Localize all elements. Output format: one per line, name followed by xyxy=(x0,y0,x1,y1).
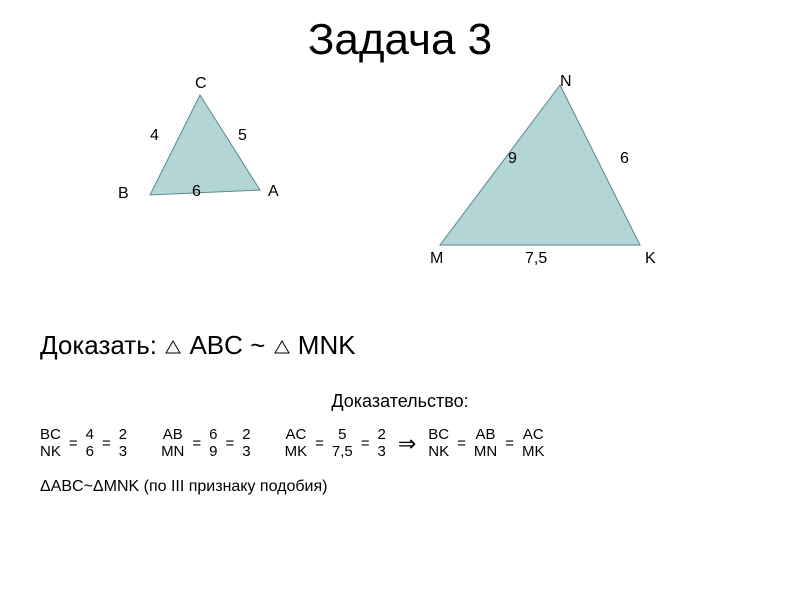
proof-title: Доказательство: xyxy=(0,391,800,412)
arrow-icon: ⇒ xyxy=(392,431,422,457)
frac-2-3: 23 xyxy=(378,427,386,460)
equals-sign: = xyxy=(67,435,80,452)
diagram-area: C B A 4 5 6 N M K 9 6 7,5 xyxy=(0,65,800,325)
prove-prefix: Доказать: xyxy=(40,330,157,360)
prove-sim: ~ xyxy=(250,330,265,360)
triangle-mnk xyxy=(440,85,640,245)
triangle-icon xyxy=(164,339,182,355)
label-k: K xyxy=(645,250,656,268)
triangle-icon xyxy=(273,339,291,355)
frac-4-6: 46 xyxy=(86,427,94,460)
prove-statement: Доказать: ABC ~ MNK xyxy=(0,330,800,361)
frac-2-3: 23 xyxy=(119,427,127,460)
label-side4: 4 xyxy=(150,127,159,145)
label-side75: 7,5 xyxy=(525,250,547,268)
label-side5: 5 xyxy=(238,127,247,145)
equals-sign: = xyxy=(503,435,516,452)
prove-t1: ABC xyxy=(189,330,242,360)
prove-t2: MNK xyxy=(298,330,356,360)
equals-sign: = xyxy=(359,435,372,452)
label-m: M xyxy=(430,250,443,268)
equals-sign: = xyxy=(455,435,468,452)
equals-sign: = xyxy=(100,435,113,452)
proof-row: BCNK = 46 = 23 ABMN = 69 = 23 ACMK = 57,… xyxy=(0,427,800,460)
frac-bc-nk: BCNK xyxy=(40,427,61,460)
frac-6-9: 69 xyxy=(209,427,217,460)
label-n: N xyxy=(560,73,572,91)
frac-ac-mk: ACMK xyxy=(285,427,308,460)
page-title: Задача 3 xyxy=(0,0,800,65)
equals-sign: = xyxy=(190,435,203,452)
label-side6b: 6 xyxy=(620,150,629,168)
triangle-abc xyxy=(150,95,260,195)
equals-sign: = xyxy=(224,435,237,452)
label-side6a: 6 xyxy=(192,183,201,201)
frac-ac-mk-c: ACMK xyxy=(522,427,545,460)
frac-5-75: 57,5 xyxy=(332,427,353,460)
frac-bc-nk-c: BCNK xyxy=(428,427,449,460)
equals-sign: = xyxy=(313,435,326,452)
frac-ab-mn-c: ABMN xyxy=(474,427,497,460)
conclusion: ΔABC~ΔMNK (по III признаку подобия) xyxy=(0,478,800,496)
label-c: C xyxy=(195,75,207,93)
label-side9: 9 xyxy=(508,150,517,168)
label-a: A xyxy=(268,183,279,201)
label-b: B xyxy=(118,185,129,203)
frac-ab-mn: ABMN xyxy=(161,427,184,460)
frac-2-3: 23 xyxy=(242,427,250,460)
